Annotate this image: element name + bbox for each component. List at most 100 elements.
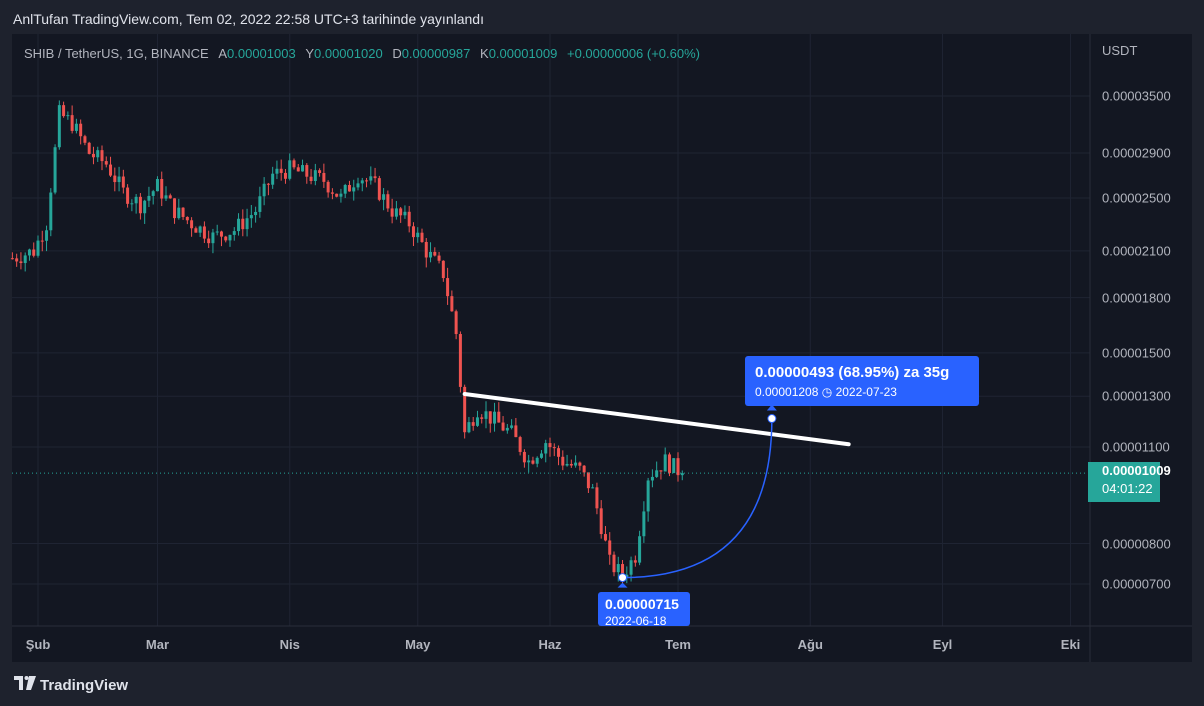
candle-body (100, 150, 104, 162)
candle-body (377, 178, 381, 200)
candle-body (382, 194, 386, 200)
candle-body (202, 226, 206, 239)
candle-body (497, 411, 501, 423)
measure-target-line: 0.00001208 ◷ 2022-07-23 (745, 381, 979, 399)
measure-arc (622, 418, 773, 579)
candle-body (181, 207, 185, 217)
candle-body (475, 417, 479, 426)
candle-body (484, 411, 488, 419)
candle-body (23, 255, 27, 264)
candle-body (552, 447, 556, 449)
candle-body (667, 454, 671, 473)
candle-body (360, 180, 364, 184)
candle-body (569, 463, 573, 466)
candle-body (262, 183, 266, 197)
candle-body (275, 168, 279, 174)
candle-body (305, 165, 309, 177)
candle-body (603, 534, 607, 541)
candle-body (578, 462, 582, 466)
brand-name: TradingView (40, 677, 129, 694)
price-tick-label: 0.00002900 (1102, 145, 1171, 161)
candle-body (373, 176, 377, 179)
candle-body (557, 448, 561, 457)
candle-body (638, 536, 642, 563)
candle-body (386, 194, 390, 209)
candle-body (249, 215, 253, 219)
low-label: D (392, 46, 402, 61)
candle-body (138, 196, 142, 214)
candle-body (659, 470, 663, 472)
candle-body (441, 260, 445, 279)
candle-body (501, 422, 505, 431)
candle-body (347, 184, 351, 192)
candle-body (642, 511, 646, 537)
price-tick-label: 0.00001100 (1102, 439, 1170, 455)
measure-start-label[interactable]: 0.00000715 2022-06-18 (598, 592, 690, 626)
close-value: 0.00001009 (488, 46, 558, 61)
last-price-value: 0.00001009 (1102, 463, 1171, 478)
time-tick-label: Nis (279, 637, 300, 652)
high-label: Y (305, 46, 314, 61)
candle-body (258, 196, 262, 212)
candle-body (104, 161, 108, 165)
measure-result-text: 0.00000493 (68.95%) za 35g (755, 364, 950, 381)
time-tick-label: Ağu (797, 637, 823, 652)
candle-body (147, 195, 151, 201)
publish-caption: AnlTufan TradingView.com, Tem 02, 2022 2… (13, 11, 484, 27)
candle-body (36, 240, 40, 256)
candle-body (518, 437, 522, 452)
candle-body (245, 218, 249, 230)
candle-body (10, 258, 14, 260)
candle-body (70, 115, 74, 131)
candle-body (190, 220, 194, 229)
candle-body (467, 422, 471, 433)
candle-body (288, 160, 292, 179)
candle-body (309, 176, 313, 182)
candle-body (177, 207, 181, 219)
candle-body (339, 193, 343, 197)
price-tick-label: 0.00001500 (1102, 345, 1171, 361)
candle-body (424, 241, 428, 258)
candle-body (582, 465, 586, 473)
candle-body (403, 211, 407, 216)
candle-body (390, 208, 394, 217)
candle-body (283, 172, 287, 179)
candle-body (27, 249, 31, 256)
candle-body (173, 198, 177, 219)
close-label: K (480, 46, 489, 61)
candle-body (429, 251, 433, 258)
measure-start-date: 2022-06-18 (605, 614, 667, 626)
currency-label[interactable]: USDT (1102, 43, 1138, 58)
candle-body (488, 411, 492, 424)
candle-body (155, 179, 159, 192)
low-value: 0.00000987 (401, 46, 471, 61)
measure-start-point (618, 573, 628, 583)
symbol-label[interactable]: SHIB / TetherUS, 1G, BINANCE (24, 46, 209, 61)
candle-body (450, 296, 454, 312)
candle-body (45, 230, 49, 241)
chart-panel[interactable] (12, 34, 1192, 662)
candle-body (446, 278, 450, 297)
candle-body (83, 136, 87, 143)
candle-body (66, 115, 70, 117)
candle-body (561, 456, 565, 466)
measure-result-label[interactable]: 0.00000493 (68.95%) za 35g 0.00001208 ◷ … (745, 356, 979, 406)
candle-body (160, 179, 164, 199)
candle-body (330, 192, 334, 194)
candle-body (87, 142, 91, 154)
candle-body (505, 427, 509, 431)
candle-body (416, 232, 420, 238)
price-tick-label: 0.00001300 (1102, 388, 1171, 404)
candle-body (399, 208, 403, 216)
candle-body (151, 191, 155, 196)
candle-body (343, 184, 347, 194)
candle-body (629, 560, 633, 575)
candle-body (565, 463, 569, 466)
candle-body (480, 417, 484, 419)
candle-body (676, 458, 680, 476)
ohlc-legend: SHIB / TetherUS, 1G, BINANCE A0.00001003… (24, 46, 700, 61)
candle-body (241, 218, 245, 230)
price-tick-label: 0.00000800 (1102, 536, 1171, 551)
brand-footer[interactable]: TradingView (14, 676, 128, 694)
